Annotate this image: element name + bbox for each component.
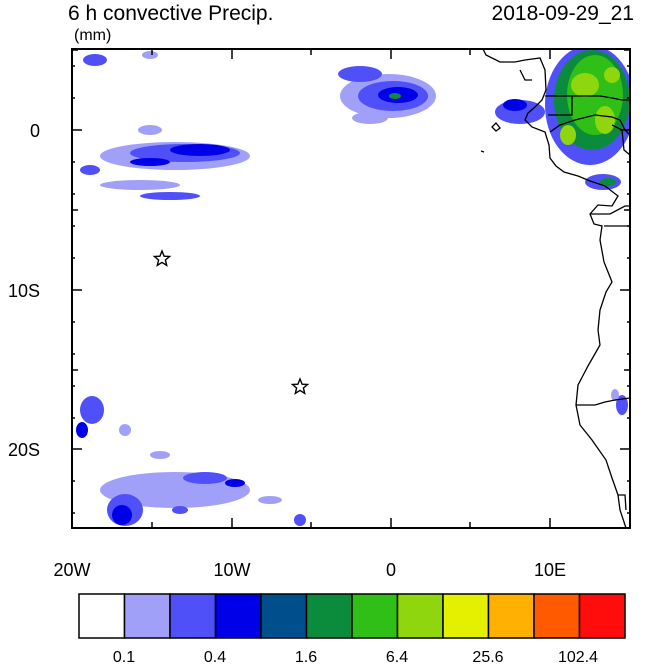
colorbar-label: 0.1 (113, 649, 135, 666)
precip-cluster-southwest (100, 451, 306, 526)
colorbar-swatch (260, 593, 308, 639)
colorbar-swatch (533, 593, 581, 639)
star-icon (290, 377, 310, 395)
map-title: 6 h convective Precip. (68, 2, 274, 25)
colorbar-swatch (123, 593, 171, 639)
colorbar-swatch (396, 593, 444, 639)
colorbar-labels: 0.1 0.4 1.6 6.4 25.6 102.4 (113, 649, 598, 666)
colorbar-swatch (487, 593, 535, 639)
colorbar-swatch (442, 593, 490, 639)
precipitation-field (76, 49, 630, 526)
x-axis-labels: 20W 10W 0 10E (53, 560, 566, 580)
units-label: (mm) (74, 27, 112, 44)
colorbar-swatch (351, 593, 399, 639)
precip-cluster-central (338, 66, 436, 124)
precip-cluster-gulf (495, 99, 545, 124)
x-tick-label: 10E (534, 560, 566, 580)
star-markers (152, 249, 310, 395)
x-tick-label: 20W (53, 560, 90, 580)
colorbar-swatch (578, 593, 626, 639)
colorbar-swatch (214, 593, 262, 639)
coastlines (480, 49, 630, 528)
colorbar (78, 593, 626, 639)
colorbar-swatch (169, 593, 217, 639)
y-axis-labels: 0 10S 20S (8, 121, 40, 460)
colorbar-label: 25.6 (472, 649, 503, 666)
colorbar-label: 102.4 (558, 649, 598, 666)
star-icon (152, 249, 172, 267)
tick-marks (71, 49, 630, 528)
x-tick-label: 0 (386, 560, 396, 580)
precip-cluster-africa (545, 49, 630, 190)
valid-time-label: 2018-09-29_21 (491, 2, 634, 25)
colorbar-swatch (305, 593, 353, 639)
x-tick-label: 10W (213, 560, 250, 580)
precip-cluster-west (80, 125, 250, 200)
precip-cluster-southeast (611, 389, 628, 415)
map-frame (71, 48, 631, 529)
colorbar-label: 1.6 (295, 649, 317, 666)
y-tick-label: 0 (30, 121, 40, 141)
colorbar-label: 0.4 (204, 649, 226, 666)
y-tick-label: 10S (8, 281, 40, 301)
y-tick-label: 20S (8, 440, 40, 460)
colorbar-swatch (78, 593, 126, 639)
colorbar-label: 6.4 (386, 649, 408, 666)
precip-scatter-west (76, 51, 158, 438)
